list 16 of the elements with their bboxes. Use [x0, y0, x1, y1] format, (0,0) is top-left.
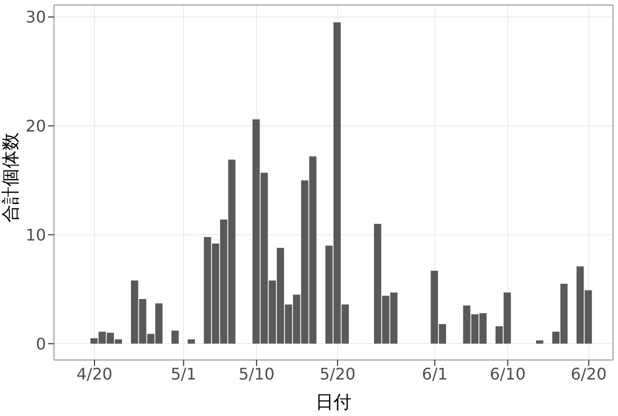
x-tick-label: 6/1 — [422, 364, 448, 384]
bar — [171, 330, 179, 344]
x-tick-label: 6/20 — [570, 364, 607, 384]
y-tick-label: 30 — [26, 8, 46, 27]
x-axis-title: 日付 — [316, 392, 352, 413]
y-tick-label: 0 — [36, 334, 46, 354]
y-axis-title: 合計個体数 — [0, 132, 22, 222]
bar — [536, 340, 544, 344]
y-tick-label: 10 — [26, 225, 46, 244]
y-tick-label: 20 — [26, 116, 46, 136]
x-tick-label: 5/20 — [320, 364, 356, 384]
x-tick-label: 4/20 — [76, 364, 112, 384]
bar — [188, 339, 195, 344]
x-tick-label: 5/10 — [238, 364, 275, 384]
x-tick-label: 5/1 — [170, 364, 196, 384]
x-tick-label: 6/10 — [490, 364, 526, 384]
